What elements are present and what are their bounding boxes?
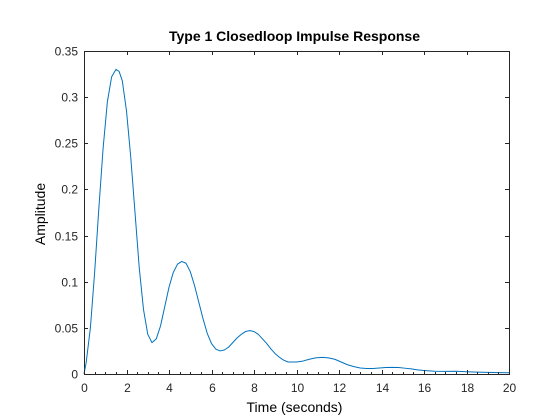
x-tick-label: 6	[209, 381, 216, 395]
x-tick-label: 4	[166, 381, 173, 395]
x-tick-label: 8	[251, 381, 258, 395]
y-tick-label: 0.05	[55, 322, 79, 336]
y-tick-label: 0	[71, 368, 78, 382]
x-tick-label: 12	[333, 381, 347, 395]
y-tick-label: 0.25	[55, 137, 79, 151]
chart-title: Type 1 Closedloop Impulse Response	[169, 28, 420, 44]
y-tick-label: 0.2	[61, 183, 78, 197]
x-axis-label: Time (seconds)	[247, 399, 343, 415]
x-tick-label: 18	[461, 381, 475, 395]
y-tick-label: 0.35	[55, 45, 79, 59]
x-tick-label: 16	[418, 381, 432, 395]
x-tick-label: 20	[503, 381, 517, 395]
x-tick-label: 10	[291, 381, 305, 395]
y-tick-label: 0.3	[61, 91, 78, 105]
y-axis-label: Amplitude	[32, 183, 48, 245]
x-tick-label: 0	[81, 381, 88, 395]
x-tick-label: 14	[376, 381, 390, 395]
plot-area	[84, 52, 510, 375]
axes-box	[85, 52, 510, 375]
x-tick-label: 2	[124, 381, 131, 395]
y-tick-label: 0.1	[61, 276, 78, 290]
y-tick-label: 0.15	[55, 230, 79, 244]
